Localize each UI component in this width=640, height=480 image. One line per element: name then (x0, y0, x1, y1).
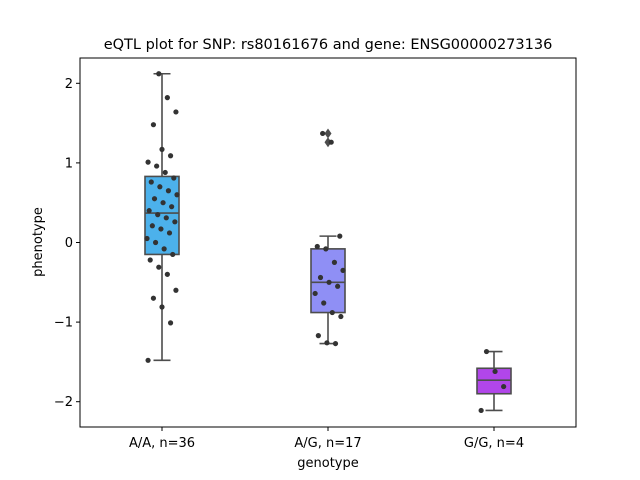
y-tick-label: 2 (65, 77, 73, 92)
data-point (163, 215, 169, 221)
data-point (164, 95, 170, 101)
outlier-marker (324, 137, 332, 148)
data-point (166, 230, 173, 236)
data-point (338, 313, 344, 320)
data-point (173, 109, 179, 115)
strip-points (144, 71, 507, 414)
y-tick-label: −2 (54, 395, 73, 410)
data-point (501, 383, 507, 390)
data-point (483, 348, 490, 355)
data-point (157, 184, 163, 190)
data-point (158, 226, 164, 232)
data-point (337, 233, 343, 239)
data-point (492, 368, 498, 375)
x-tick-label: A/A, n=36 (129, 436, 195, 451)
data-point (154, 163, 160, 169)
x-axis: A/A, n=36 A/G, n=17 G/G, n=4 (129, 427, 524, 451)
data-point (478, 407, 484, 414)
data-point (161, 246, 167, 252)
data-point (152, 239, 159, 246)
data-point (335, 283, 341, 289)
data-point (169, 204, 175, 210)
data-point (151, 196, 158, 202)
data-point (314, 243, 320, 250)
data-point (332, 340, 339, 347)
data-point (155, 212, 161, 218)
data-point (171, 175, 177, 181)
data-point (144, 235, 150, 242)
data-point (165, 188, 172, 194)
data-point (320, 130, 326, 137)
data-point (326, 279, 332, 285)
data-point (156, 264, 162, 270)
data-point (167, 153, 174, 159)
data-point (328, 139, 334, 145)
data-point (329, 309, 335, 316)
data-point (315, 333, 321, 339)
y-axis: 2 1 0 −1 −2 (54, 77, 80, 410)
data-point (149, 223, 155, 229)
y-tick-label: 0 (65, 236, 73, 251)
data-point (170, 251, 176, 258)
data-point (321, 300, 327, 306)
data-point (340, 267, 346, 273)
y-tick-label: −1 (54, 316, 73, 331)
x-tick-label: G/G, n=4 (464, 436, 524, 451)
data-point (317, 274, 324, 281)
data-point (172, 219, 178, 225)
x-axis-label: genotype (297, 456, 358, 471)
data-point (324, 340, 330, 346)
outlier-marker (324, 128, 332, 139)
data-point (148, 179, 154, 185)
data-point (147, 257, 153, 263)
x-tick-label: A/G, n=17 (294, 436, 361, 451)
data-point (146, 208, 152, 214)
data-point (312, 290, 318, 297)
data-point (173, 287, 179, 293)
data-point (323, 246, 329, 252)
data-point (159, 304, 165, 310)
data-point (150, 122, 157, 128)
data-point (164, 271, 170, 277)
data-point (160, 200, 166, 206)
chart-title: eQTL plot for SNP: rs80161676 and gene: … (104, 37, 553, 53)
box-group (144, 72, 512, 412)
y-axis-label: phenotype (31, 207, 46, 277)
data-point (331, 259, 338, 265)
data-point (174, 192, 180, 198)
data-point (145, 159, 151, 165)
data-point (159, 146, 165, 152)
box (144, 175, 180, 256)
y-tick-label: 1 (65, 156, 73, 171)
data-point (162, 169, 168, 176)
data-point (145, 357, 151, 363)
data-point (156, 71, 162, 77)
data-point (150, 295, 157, 301)
data-point (167, 320, 174, 326)
